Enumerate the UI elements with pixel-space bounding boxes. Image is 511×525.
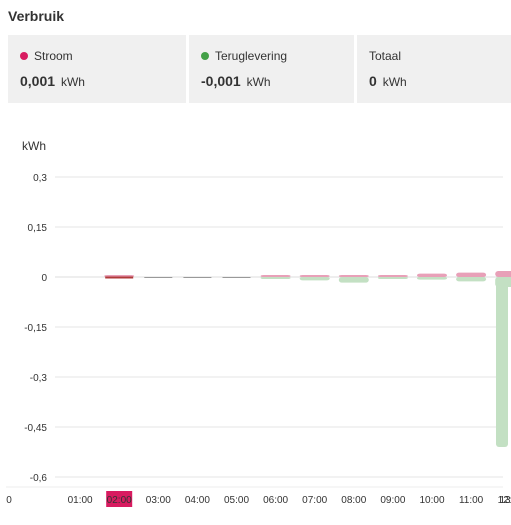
x-tick-label[interactable]: 02:00: [107, 495, 132, 506]
bar-stroom[interactable]: [417, 273, 447, 277]
bar-teruglevering[interactable]: [260, 277, 291, 279]
chart-bars: [104, 271, 511, 447]
bar-teruglevering[interactable]: [299, 277, 330, 281]
stroom-dot-icon: [20, 52, 28, 60]
bar-stroom[interactable]: [495, 271, 511, 277]
y-tick-label: 0,15: [28, 223, 48, 234]
x-tick-label[interactable]: 12:00: [498, 495, 511, 506]
summary-cards: Stroom 0,001 kWh Teruglevering -0,001 kW…: [8, 35, 511, 103]
x-tick-label[interactable]: 13: [499, 495, 511, 506]
x-tick-label[interactable]: 01:00: [68, 495, 93, 506]
x-tick-label[interactable]: 11:00: [459, 495, 484, 506]
card-totaal-label: Totaal: [369, 49, 402, 63]
bar-stroom[interactable]: [456, 272, 487, 277]
x-tick-label[interactable]: 09:00: [380, 495, 405, 506]
card-stroom: Stroom 0,001 kWh: [8, 35, 186, 103]
bar-teruglevering[interactable]: [377, 277, 408, 279]
bar-teruglevering[interactable]: [338, 277, 369, 283]
card-teruglevering-label: Teruglevering: [215, 49, 288, 63]
y-tick-label: -0,15: [24, 323, 47, 334]
page-title: Verbruik: [8, 8, 65, 24]
card-teruglevering-value: -0,001: [201, 73, 241, 89]
y-tick-label: 0,3: [33, 173, 47, 184]
selected-tick-highlight: [106, 491, 133, 507]
teruglevering-dot-icon: [201, 52, 209, 60]
bar-teruglevering[interactable]: [456, 277, 487, 282]
y-axis-unit-label: kWh: [22, 139, 46, 153]
x-tick-label[interactable]: 07:00: [302, 495, 327, 506]
bar-stroom[interactable]: [260, 275, 291, 277]
y-tick-label: -0,3: [30, 373, 48, 384]
x-tick-label[interactable]: 10:00: [419, 495, 444, 506]
x-tick-label[interactable]: 04:00: [185, 495, 210, 506]
x-tick-label[interactable]: 06:00: [263, 495, 288, 506]
card-totaal-value: 0: [369, 73, 377, 89]
bar-stroom[interactable]: [338, 275, 369, 277]
bar-teruglevering[interactable]: [417, 277, 447, 280]
chart-grid: 0,3 0,15 0 -0,15 -0,3 -0,45 -0,6: [24, 173, 503, 484]
chart-x-axis: 0 01:00 02:00 03:00 04:00 05:00 06:00 07:00 08:0…: [6, 486, 511, 507]
x-tick-label[interactable]: 03:00: [146, 495, 171, 506]
x-tick-label[interactable]: 0: [6, 495, 12, 506]
card-stroom-value: 0,001: [20, 73, 56, 89]
bar-stroom[interactable]: [377, 275, 408, 277]
card-totaal: Totaal 0 kWh: [357, 35, 511, 103]
y-tick-label: 0: [41, 273, 47, 284]
x-tick-label[interactable]: 08:00: [341, 495, 366, 506]
y-tick-label: -0,45: [24, 423, 47, 434]
card-teruglevering: Teruglevering -0,001 kWh: [189, 35, 354, 103]
card-stroom-label: Stroom: [34, 49, 73, 63]
card-totaal-unit: kWh: [382, 75, 407, 89]
x-tick-label[interactable]: 05:00: [224, 495, 249, 506]
card-stroom-unit: kWh: [60, 75, 85, 89]
bar-stroom[interactable]: [299, 275, 330, 277]
bar-teruglevering[interactable]: [496, 277, 508, 447]
card-teruglevering-unit: kWh: [246, 75, 271, 89]
y-tick-label: -0,6: [30, 473, 48, 484]
